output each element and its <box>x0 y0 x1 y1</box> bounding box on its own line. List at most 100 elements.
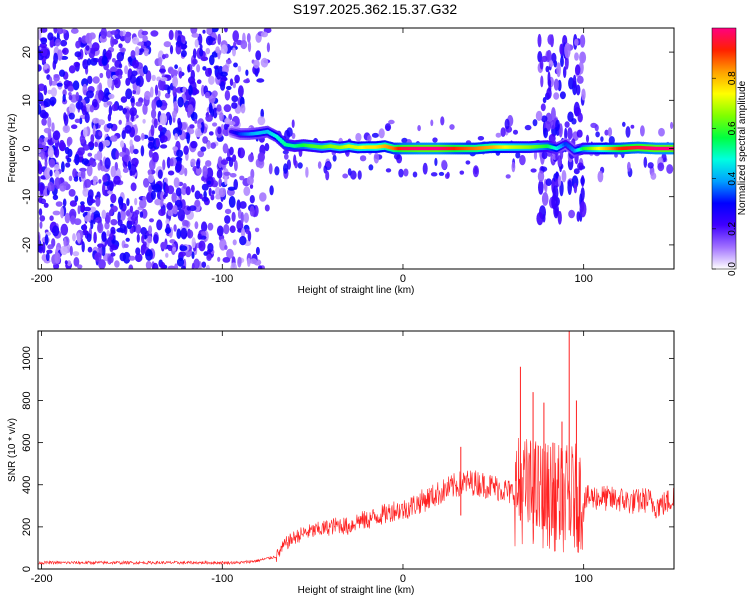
spectrogram-cell <box>227 186 236 191</box>
spectrogram-cell <box>98 89 104 101</box>
spectrogram-cell <box>79 167 87 172</box>
spectrogram-cell <box>205 47 211 55</box>
spectrogram-cell <box>547 34 554 45</box>
spectrogram-cell <box>122 107 128 114</box>
spectrogram-cell <box>173 101 178 109</box>
snr-y-tick-label: 0 <box>21 566 33 572</box>
spectrogram-cell <box>282 150 289 155</box>
spectrogram-cell <box>79 134 86 144</box>
spectrogram-cell <box>571 118 577 125</box>
spectrogram-cell <box>226 85 232 91</box>
spectrogram-cell <box>162 159 166 171</box>
spectrogram-cell <box>254 227 260 233</box>
spectrogram-cell <box>537 33 542 48</box>
spectrogram-cell <box>92 58 100 63</box>
spectrogram-cell <box>180 50 187 58</box>
spectrogram-cell <box>148 185 153 194</box>
spectrogram-cell <box>211 90 218 98</box>
spectrogram-cell <box>110 135 118 142</box>
spectrogram-cell <box>537 51 543 63</box>
spectrogram-cell <box>170 69 179 76</box>
spectrogram-cell <box>87 75 93 85</box>
spectrogram-cell <box>72 233 76 242</box>
spectrogram-cell <box>223 171 231 176</box>
spectrogram-cell <box>39 221 43 229</box>
spectrogram-cell <box>61 161 65 173</box>
spectrogram-cell <box>94 141 98 148</box>
spectrogram-cell <box>47 32 54 41</box>
spectrogram-cell <box>81 158 90 165</box>
spectrogram-cell <box>85 45 90 51</box>
spectrogram-cell <box>75 91 80 102</box>
spectrogram-cell <box>52 210 61 216</box>
spectrogram-cell <box>332 154 337 162</box>
spectrogram-cell <box>231 211 236 222</box>
spectrogram-cell <box>305 166 309 178</box>
spectrogram-cell <box>82 127 88 138</box>
spectrogram-cell <box>90 134 95 144</box>
spectrogram-cell <box>574 38 579 46</box>
spectrogram-cell <box>513 129 518 135</box>
spectrogram-cell <box>154 198 162 206</box>
spectrogram-cell <box>190 158 196 167</box>
spectrogram-cell <box>38 163 43 175</box>
spectrogram-cell <box>142 241 147 247</box>
spectrogram-cell <box>542 97 547 104</box>
spectrogram-cell <box>187 229 194 239</box>
spectrogram-cell <box>422 162 428 175</box>
spectrogram-cell <box>200 56 209 62</box>
spectrogram-cell <box>174 163 182 173</box>
spectrogram-cell <box>148 174 155 183</box>
spectrogram-cell <box>559 43 564 55</box>
spectrogram-cell <box>47 181 54 192</box>
spectrogram-cell <box>72 168 77 179</box>
spectrogram-cell <box>403 168 409 177</box>
spectrogram-cell <box>134 46 140 56</box>
spectrogram-cell <box>206 254 212 261</box>
spectrogram-cell <box>203 251 208 256</box>
spectrogram-cell <box>126 198 130 207</box>
spectrogram-cell <box>643 156 648 168</box>
spectrogram-cell <box>253 59 260 69</box>
spectrogram-cell <box>130 50 136 59</box>
spectrogram-cell <box>92 124 96 137</box>
spectrogram-cell <box>89 105 95 113</box>
spectrogram-cell <box>211 28 219 33</box>
spectrogram-cell <box>187 64 191 73</box>
spectrogram-cell <box>81 105 87 116</box>
spectrogram-cell <box>148 225 153 235</box>
snr-x-tick-label: -100 <box>211 573 233 585</box>
spectrogram-cell <box>540 103 546 112</box>
spectrogram-cell <box>208 187 212 197</box>
spectrogram-cell <box>86 90 94 99</box>
spectrogram-cell <box>188 205 197 212</box>
spectrogram-cell <box>153 234 159 244</box>
spectrogram-cell <box>122 251 131 264</box>
spectrogram-cell <box>114 260 120 268</box>
spectrogram-y-label: Frequency (Hz) <box>7 114 18 183</box>
spectrogram-cell <box>136 233 140 243</box>
spectrogram-cell <box>256 78 265 83</box>
spectrogram-cell <box>622 121 626 127</box>
spectrogram-cell <box>224 90 231 101</box>
spectrogram-cell <box>164 227 172 234</box>
snr-x-label: Height of straight line (km) <box>298 585 415 596</box>
spectrogram-cell <box>658 127 665 137</box>
spectrogram-cell <box>444 173 450 180</box>
spectrogram-cell <box>194 221 199 230</box>
spectrogram-cell <box>40 145 48 152</box>
spectrogram-cell <box>568 77 575 90</box>
spectrogram-cell <box>224 117 231 125</box>
spectrogram-cell <box>247 257 251 267</box>
spectrogram-cell <box>153 118 158 129</box>
spectrogram-cell <box>68 112 75 120</box>
colorbar-label: Normalized spectral amplitude <box>737 80 748 215</box>
spectrogram-cell <box>197 233 202 240</box>
spectrogram-cell <box>148 149 153 158</box>
spectrogram-cell <box>173 224 177 232</box>
spectrogram-cell <box>174 133 179 141</box>
spectrogram-cell <box>165 218 170 226</box>
spectrogram-cell <box>216 104 222 112</box>
spectrogram-cell <box>68 92 72 96</box>
spectrogram-cell <box>207 242 214 253</box>
